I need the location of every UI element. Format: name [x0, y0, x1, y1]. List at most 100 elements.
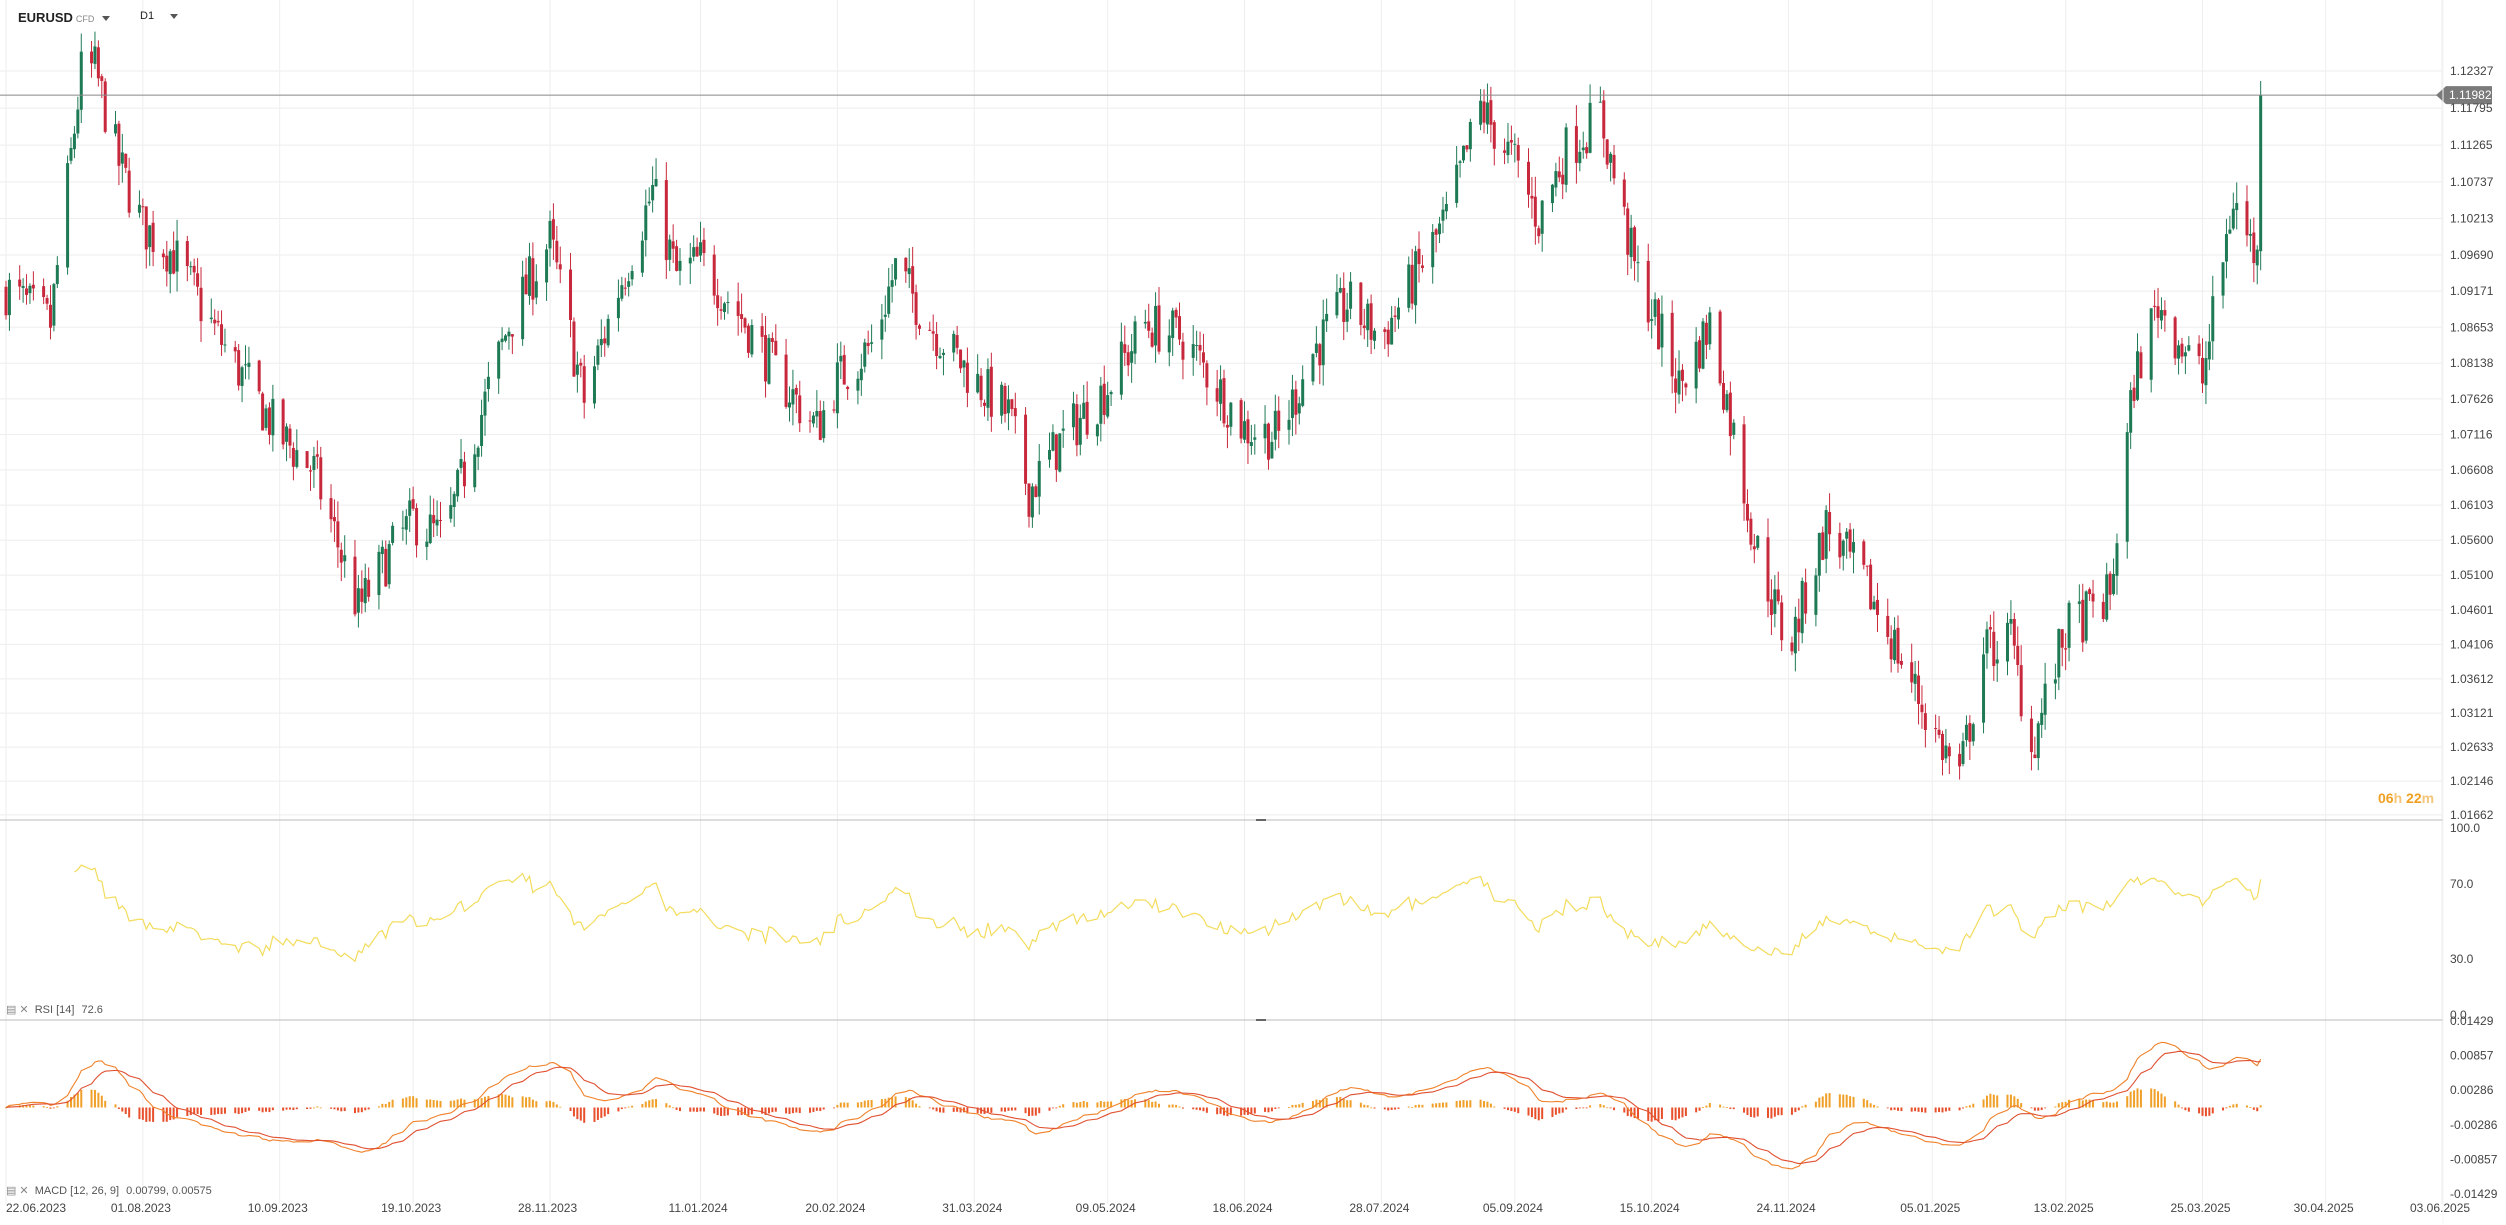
candle-body — [1602, 100, 1606, 139]
settings-icon[interactable]: ▤ — [6, 1004, 17, 1016]
macd-histogram-bar — [25, 1105, 28, 1108]
candle-body — [1557, 171, 1561, 178]
macd-tick-label: 0.00286 — [2450, 1083, 2494, 1097]
candle-body — [791, 389, 795, 405]
symbol-dropdown-icon[interactable] — [102, 16, 111, 22]
macd-histogram-bar — [1910, 1107, 1913, 1112]
candle-body — [630, 271, 634, 280]
candle-body — [2153, 305, 2157, 307]
candle-body — [90, 51, 94, 64]
macd-histogram-bar — [1862, 1098, 1865, 1108]
candle-body — [859, 368, 863, 381]
candle-body — [1191, 344, 1195, 358]
candle-body — [52, 284, 56, 326]
macd-histogram-bar — [1917, 1107, 1920, 1112]
macd-histogram-bar — [702, 1107, 705, 1112]
macd-histogram-bar — [66, 1100, 69, 1108]
candle-body — [1964, 724, 1968, 741]
macd-histogram-bar — [1195, 1107, 1198, 1110]
candle-body — [1838, 532, 1842, 558]
candle-body — [938, 355, 942, 359]
candle-body — [678, 260, 682, 271]
candle-body — [719, 309, 723, 311]
macd-histogram-bar — [863, 1100, 866, 1108]
candle-body — [1701, 321, 1705, 369]
candle-body — [1650, 319, 1654, 321]
macd-histogram-bar — [480, 1098, 483, 1108]
macd-histogram-bar — [531, 1099, 534, 1108]
macd-histogram-bar — [189, 1107, 192, 1115]
close-icon[interactable]: ✕ — [19, 1185, 29, 1197]
candle-body — [408, 500, 412, 516]
candle-body — [1345, 309, 1349, 322]
macd-histogram-bar — [213, 1107, 216, 1115]
macd-histogram-bar — [145, 1107, 148, 1122]
candle-body — [1886, 615, 1890, 637]
macd-histogram-bar — [1086, 1102, 1089, 1108]
macd-histogram-bar — [1626, 1107, 1629, 1117]
macd-histogram-bar — [2109, 1102, 2112, 1108]
macd-histogram-bar — [2201, 1107, 2204, 1116]
macd-histogram-bar — [93, 1089, 96, 1108]
candle-body — [1321, 319, 1325, 366]
macd-histogram-bar — [1551, 1107, 1554, 1118]
macd-histogram-bar — [1219, 1107, 1222, 1114]
candle-body — [911, 266, 915, 294]
macd-histogram-bar — [449, 1100, 452, 1108]
candle-body — [1273, 410, 1277, 440]
candle-body — [2221, 262, 2225, 296]
candle-body — [1458, 161, 1462, 163]
macd-histogram-bar — [401, 1098, 404, 1108]
candle-body — [459, 459, 463, 468]
candle-body — [1598, 101, 1602, 103]
macd-histogram-bar — [1753, 1107, 1756, 1118]
macd-histogram-bar — [1965, 1106, 1968, 1108]
candle-body — [387, 544, 391, 585]
macd-histogram-bar — [1510, 1107, 1513, 1112]
candle-body — [644, 205, 648, 241]
candle-body — [699, 242, 703, 256]
candle-body — [2081, 599, 2085, 643]
candle-body — [220, 324, 224, 345]
candle-body — [1349, 281, 1353, 309]
candle-body — [1680, 369, 1684, 381]
macd-histogram-bar — [675, 1107, 678, 1110]
macd-histogram-bar — [282, 1107, 285, 1111]
candle-body — [1407, 264, 1411, 308]
macd-histogram-bar — [1996, 1095, 1999, 1108]
symbol-selector[interactable]: EURUSD CFD — [18, 10, 111, 25]
candle-body — [811, 415, 815, 424]
timeframe-dropdown-icon[interactable] — [170, 13, 179, 19]
macd-histogram-bar — [812, 1107, 815, 1112]
candle-body — [1698, 340, 1702, 369]
macd-histogram-bar — [367, 1107, 370, 1110]
macd-histogram-bar — [2232, 1104, 2235, 1108]
candle-body — [28, 285, 32, 294]
candle-body — [1054, 434, 1058, 470]
close-icon[interactable]: ✕ — [19, 1004, 29, 1016]
candle-body — [596, 345, 600, 365]
candle-body — [1109, 391, 1113, 395]
date-tick-label: 10.09.2023 — [248, 1201, 308, 1215]
macd-histogram-bar — [1900, 1107, 1903, 1112]
macd-histogram-bar — [959, 1107, 962, 1113]
candle-body — [1147, 321, 1151, 331]
settings-icon[interactable]: ▤ — [6, 1185, 17, 1197]
macd-histogram-bar — [915, 1103, 918, 1108]
macd-histogram-bar — [436, 1100, 439, 1108]
macd-histogram-bar — [1684, 1107, 1687, 1116]
price-tick-label: 1.01662 — [2450, 808, 2494, 822]
macd-histogram-bar — [2177, 1104, 2180, 1108]
macd-histogram-bar — [1968, 1105, 1971, 1108]
candle-body — [1325, 313, 1329, 322]
candle-body — [534, 281, 538, 298]
candle-body — [1674, 378, 1678, 393]
macd-histogram-bar — [956, 1107, 959, 1112]
timeframe-selector[interactable]: D1 — [140, 10, 179, 22]
candle-body — [1119, 341, 1123, 395]
candle-body — [1776, 589, 1780, 602]
candle-body — [815, 410, 819, 417]
macd-histogram-bar — [1298, 1104, 1301, 1108]
macd-histogram-bar — [1034, 1107, 1037, 1116]
